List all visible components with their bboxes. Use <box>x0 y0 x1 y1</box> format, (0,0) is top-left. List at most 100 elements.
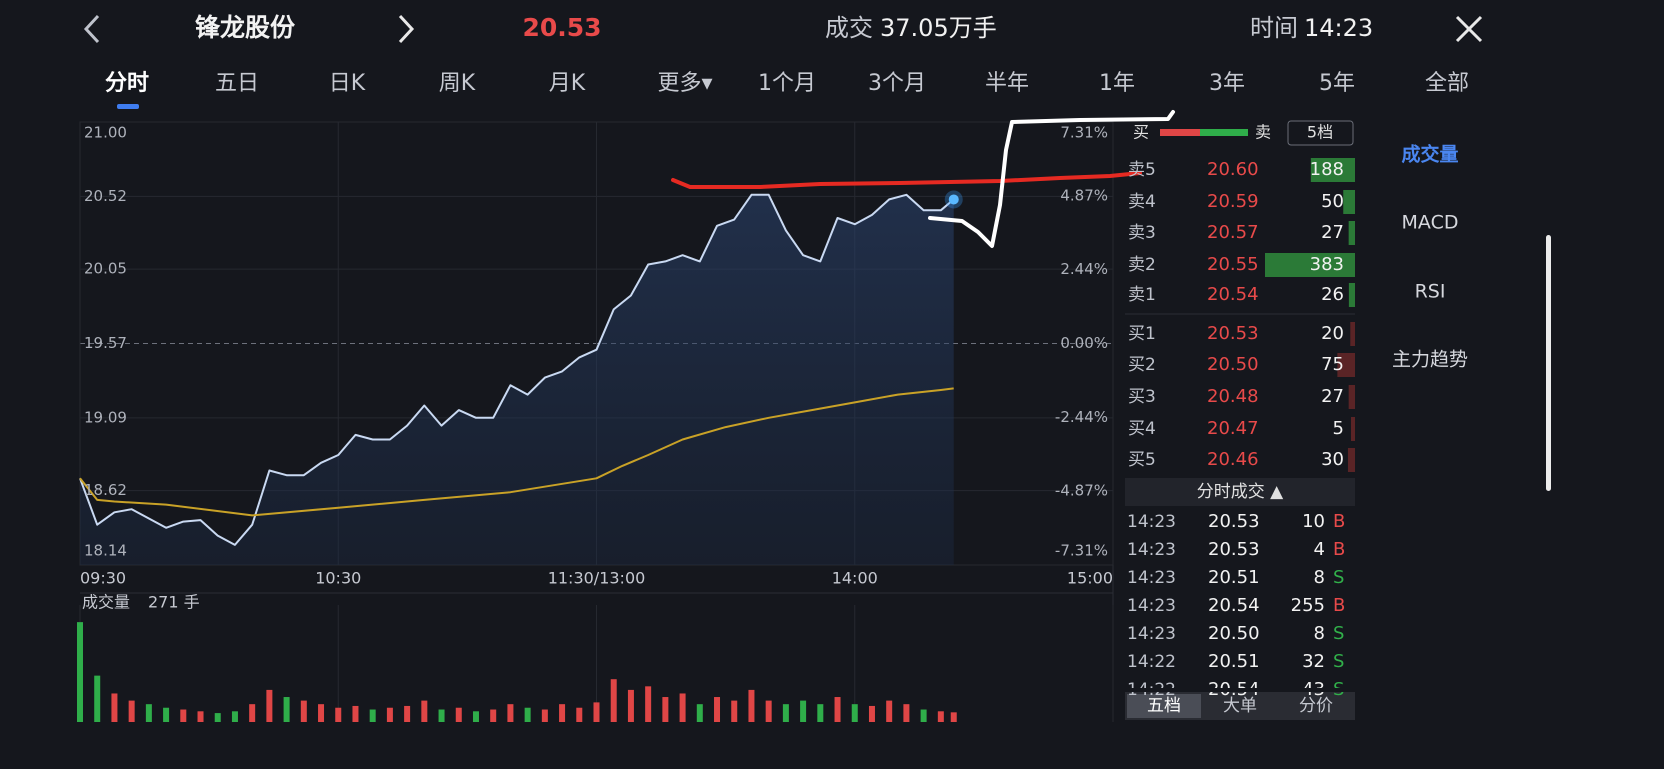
tab[interactable]: 分时 <box>105 71 149 96</box>
volume-bar <box>180 709 187 722</box>
tab[interactable]: 半年 <box>985 71 1029 96</box>
volume-bar <box>541 709 548 722</box>
volume-bar <box>903 704 910 722</box>
active-bottom-tab <box>1127 694 1201 718</box>
volume-bar <box>197 711 204 722</box>
trade-qty: 255 <box>1291 595 1325 616</box>
y2-tick-label: -7.31% <box>1055 542 1108 560</box>
trade-time: 14:23 <box>1127 624 1176 644</box>
depth-side: 买5 <box>1128 450 1156 470</box>
indicator-tab[interactable]: 成交量 <box>1401 143 1458 166</box>
x-tick-label: 09:30 <box>80 569 126 588</box>
volume-bar <box>369 709 376 722</box>
depth-price: 20.57 <box>1207 222 1259 243</box>
volume-current: 271 手 <box>148 593 200 612</box>
bottom-tab[interactable]: 五档 <box>1147 696 1181 716</box>
volume-bar <box>404 705 411 722</box>
y2-tick-label: 7.31% <box>1060 124 1108 142</box>
depth-button[interactable] <box>1287 120 1354 146</box>
y2-tick-label: -4.87% <box>1055 482 1108 500</box>
depth-bar <box>1351 417 1355 441</box>
close-button[interactable] <box>1455 15 1483 43</box>
tab[interactable]: 1个月 <box>758 71 816 96</box>
volume-bar <box>490 709 497 722</box>
tab[interactable]: 全部 <box>1425 71 1469 96</box>
volume-value: 37.05万手 <box>880 14 997 42</box>
tab[interactable]: 3年 <box>1209 71 1245 96</box>
volume-bar <box>163 707 170 722</box>
depth-bar <box>1348 283 1355 307</box>
tab[interactable]: 五日 <box>215 71 259 96</box>
depth-qty: 30 <box>1321 449 1344 470</box>
indicator-tab[interactable]: 主力趋势 <box>1392 349 1468 371</box>
annotation-stroke <box>928 110 1175 248</box>
indicator-tab[interactable]: MACD <box>1402 212 1459 234</box>
volume-bar <box>645 686 652 722</box>
volume-bar <box>94 675 101 722</box>
last-point <box>948 194 959 205</box>
volume-bar <box>765 700 772 722</box>
volume-bar <box>834 697 841 722</box>
y2-tick-label: 2.44% <box>1060 260 1108 278</box>
depth-bar <box>1348 385 1355 409</box>
volume-bar <box>593 702 600 722</box>
tab[interactable]: 日K <box>329 71 366 96</box>
average-line <box>79 387 954 517</box>
tab[interactable]: 月K <box>549 71 586 96</box>
trade-side: S <box>1333 623 1344 644</box>
tab[interactable]: 1年 <box>1099 71 1135 96</box>
volume-bar <box>421 700 428 722</box>
depth-bar <box>1265 253 1355 277</box>
depth-price: 20.60 <box>1207 159 1259 180</box>
y2-tick-label: 4.87% <box>1060 186 1108 204</box>
volume-bar <box>868 705 875 722</box>
trade-time: 14:22 <box>1127 652 1176 672</box>
trade-price: 20.54 <box>1208 595 1260 616</box>
depth-side: 卖2 <box>1128 255 1156 275</box>
y2-tick-label: -2.44% <box>1055 408 1108 426</box>
indicator-tab[interactable]: RSI <box>1415 281 1446 303</box>
depth-price: 20.55 <box>1207 254 1259 275</box>
depth-qty: 27 <box>1321 222 1344 243</box>
depth-side: 买2 <box>1128 355 1156 375</box>
trade-time: 14:23 <box>1127 540 1176 560</box>
buy-ratio-bar <box>1160 129 1200 136</box>
trade-price: 20.51 <box>1208 651 1260 672</box>
depth-qty: 383 <box>1310 254 1344 275</box>
back-button[interactable] <box>83 14 100 44</box>
depth-price: 20.54 <box>1207 284 1259 305</box>
tab[interactable]: 周K <box>439 71 476 96</box>
price-line <box>79 193 955 546</box>
y-tick-label: 20.52 <box>84 187 127 205</box>
tab[interactable]: 更多▾ <box>657 71 712 96</box>
time-label: 时间 <box>1250 14 1298 42</box>
y-tick-label: 19.57 <box>84 334 127 352</box>
depth-qty: 188 <box>1310 159 1344 180</box>
sell-ratio-bar <box>1200 129 1248 136</box>
trade-price: 20.50 <box>1208 623 1260 644</box>
depth-side: 卖3 <box>1128 223 1156 243</box>
y2-tick-label: 0.00% <box>1060 334 1108 352</box>
bottom-tab[interactable]: 分价 <box>1299 696 1333 716</box>
depth-bar <box>1337 353 1355 377</box>
y-tick-label: 20.05 <box>84 260 127 278</box>
depth-side: 买1 <box>1128 324 1156 344</box>
x-tick-label: 10:30 <box>315 569 361 588</box>
volume-bar <box>438 709 445 722</box>
volume-bar <box>696 704 703 722</box>
next-button[interactable] <box>398 14 415 44</box>
volume-bar <box>851 704 858 722</box>
volume-bar <box>937 711 944 722</box>
depth-bar <box>1343 190 1355 214</box>
depth-qty: 75 <box>1321 354 1344 375</box>
volume-bar <box>386 707 393 722</box>
trade-price: 20.51 <box>1208 567 1260 588</box>
bottom-tab[interactable]: 大单 <box>1223 696 1257 716</box>
depth-side: 买4 <box>1128 419 1156 439</box>
tab[interactable]: 3个月 <box>868 71 926 96</box>
tab[interactable]: 5年 <box>1319 71 1355 96</box>
x-tick-label: 11:30/13:00 <box>548 569 646 588</box>
active-tab-indicator <box>117 104 139 109</box>
volume-bar <box>559 704 566 722</box>
